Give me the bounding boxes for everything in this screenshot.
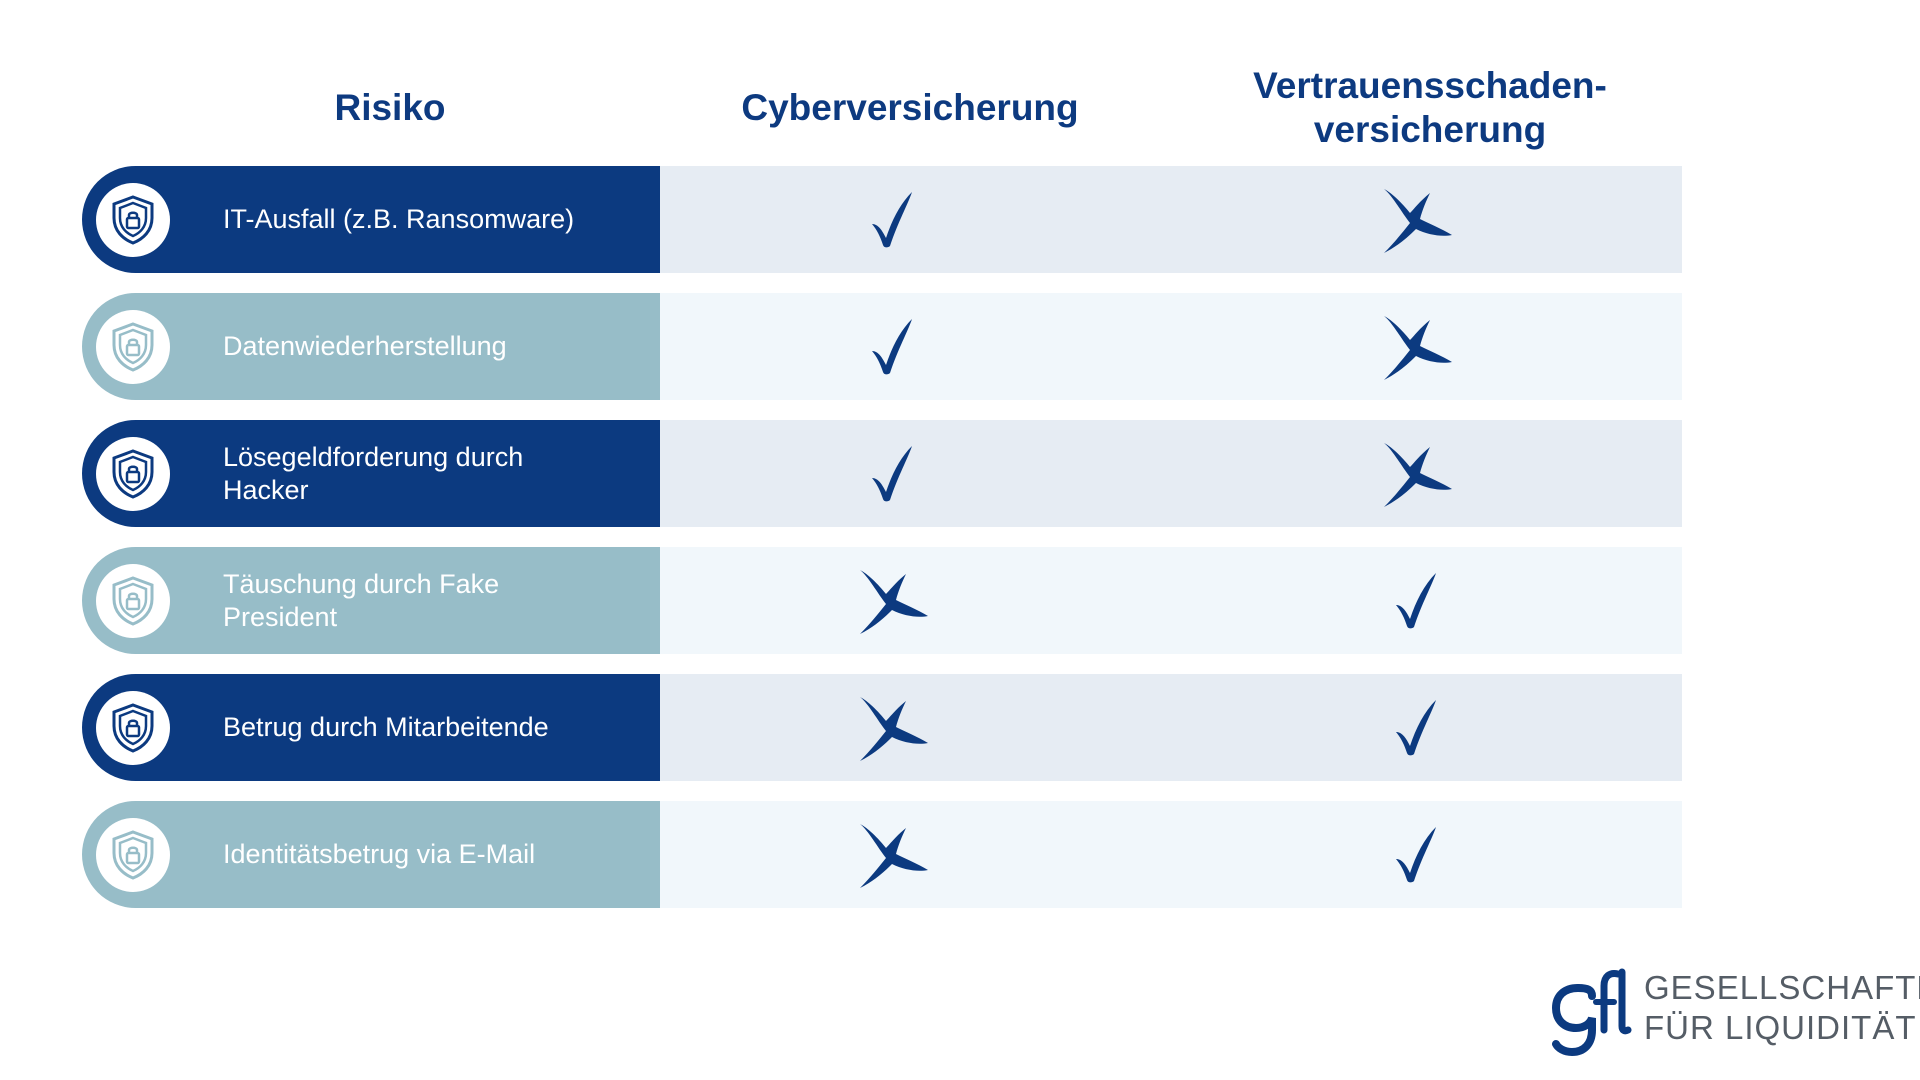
coverage-values bbox=[660, 801, 1682, 908]
coverage-values bbox=[660, 420, 1682, 527]
cross-mark-icon bbox=[860, 823, 928, 888]
cross-mark-icon bbox=[1384, 315, 1452, 380]
coverage-values bbox=[660, 547, 1682, 654]
column-header-cyber-insurance: Cyberversicherung bbox=[741, 87, 1079, 128]
gfl-logo-mark bbox=[1551, 968, 1632, 1057]
logo-line-1: GESELLSCHAFTEN bbox=[1644, 969, 1920, 1006]
comparison-table-body: IT-Ausfall (z.B. Ransomware) Datenwiederh… bbox=[82, 166, 1682, 928]
shield-icon-badge bbox=[96, 564, 170, 638]
cyber-coverage-cell bbox=[782, 420, 1002, 527]
fidelity-coverage-cell bbox=[1306, 293, 1526, 400]
check-mark-icon bbox=[872, 318, 912, 374]
check-mark-icon bbox=[1396, 572, 1436, 628]
shield-lock-icon bbox=[112, 322, 154, 372]
column-header-risk: Risiko bbox=[334, 87, 446, 128]
risk-label: Lösegeldforderung durch Hacker bbox=[223, 442, 524, 505]
shield-icon-badge bbox=[96, 310, 170, 384]
table-row: Lösegeldforderung durch Hacker bbox=[82, 420, 1682, 527]
risk-label-cell: Betrug durch Mitarbeitende bbox=[82, 674, 660, 781]
cross-mark-icon bbox=[860, 569, 928, 634]
fidelity-coverage-cell bbox=[1306, 674, 1526, 781]
coverage-values bbox=[660, 166, 1682, 273]
check-mark-icon bbox=[872, 445, 912, 501]
shield-lock-icon bbox=[112, 703, 154, 753]
cross-mark-icon bbox=[1384, 442, 1452, 507]
shield-icon-badge bbox=[96, 691, 170, 765]
column-header-fidelity-line1: Vertrauensschaden- bbox=[1253, 65, 1607, 106]
check-mark-icon bbox=[1396, 699, 1436, 755]
cyber-coverage-cell bbox=[782, 293, 1002, 400]
check-mark-icon bbox=[1396, 826, 1436, 882]
shield-icon-badge bbox=[96, 183, 170, 257]
table-row: IT-Ausfall (z.B. Ransomware) bbox=[82, 166, 1682, 273]
table-row: Täuschung durch Fake President bbox=[82, 547, 1682, 654]
fidelity-coverage-cell bbox=[1306, 801, 1526, 908]
fidelity-coverage-cell bbox=[1306, 166, 1526, 273]
shield-lock-icon bbox=[112, 576, 154, 626]
logo-line-2: FÜR LIQUIDITÄT bbox=[1644, 1009, 1917, 1046]
risk-label: Täuschung durch Fake President bbox=[223, 569, 500, 632]
risk-label-cell: Täuschung durch Fake President bbox=[82, 547, 660, 654]
table-row: Identitätsbetrug via E-Mail bbox=[82, 801, 1682, 908]
check-mark-icon bbox=[872, 191, 912, 247]
shield-icon-badge bbox=[96, 818, 170, 892]
risk-label-cell: IT-Ausfall (z.B. Ransomware) bbox=[82, 166, 660, 273]
fidelity-coverage-cell bbox=[1306, 547, 1526, 654]
table-row: Betrug durch Mitarbeitende bbox=[82, 674, 1682, 781]
cyber-coverage-cell bbox=[782, 166, 1002, 273]
shield-icon-badge bbox=[96, 437, 170, 511]
coverage-values bbox=[660, 674, 1682, 781]
risk-label: IT-Ausfall (z.B. Ransomware) bbox=[223, 204, 575, 234]
risk-label-cell: Lösegeldforderung durch Hacker bbox=[82, 420, 660, 527]
risk-label: Identitätsbetrug via E-Mail bbox=[223, 839, 536, 869]
fidelity-coverage-cell bbox=[1306, 420, 1526, 527]
risk-label-cell: Identitätsbetrug via E-Mail bbox=[82, 801, 660, 908]
column-header-fidelity-line2: versicherung bbox=[1313, 109, 1547, 150]
logo-wordmark: GESELLSCHAFTEN FÜR LIQUIDITÄT bbox=[1644, 968, 1920, 1048]
shield-lock-icon bbox=[112, 195, 154, 245]
risk-label: Betrug durch Mitarbeitende bbox=[223, 712, 549, 742]
coverage-values bbox=[660, 293, 1682, 400]
risk-label: Datenwiederherstellung bbox=[223, 331, 507, 361]
cross-mark-icon bbox=[1384, 188, 1452, 253]
cyber-coverage-cell bbox=[782, 801, 1002, 908]
risk-label-cell: Datenwiederherstellung bbox=[82, 293, 660, 400]
company-logo: GESELLSCHAFTEN FÜR LIQUIDITÄT bbox=[1548, 968, 1920, 1064]
table-row: Datenwiederherstellung bbox=[82, 293, 1682, 400]
cyber-coverage-cell bbox=[782, 674, 1002, 781]
shield-lock-icon bbox=[112, 830, 154, 880]
cross-mark-icon bbox=[860, 696, 928, 761]
column-header-fidelity-insurance: Vertrauensschaden- versicherung bbox=[1200, 58, 1660, 158]
table-header: Risiko Cyberversicherung Vertrauensschad… bbox=[0, 0, 1920, 160]
cyber-coverage-cell bbox=[782, 547, 1002, 654]
shield-lock-icon bbox=[112, 449, 154, 499]
